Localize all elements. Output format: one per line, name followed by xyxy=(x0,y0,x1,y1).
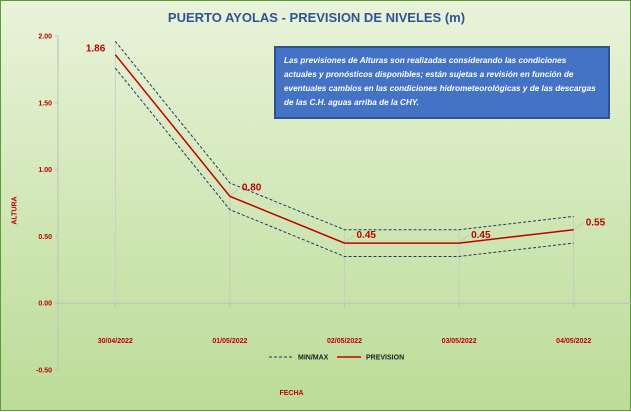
x-tick-label: 01/05/2022 xyxy=(212,338,247,345)
y-tick-label: 0.50 xyxy=(38,234,52,241)
data-label-leader xyxy=(574,222,584,230)
y-tick-label: 0.00 xyxy=(38,301,52,308)
legend-label-min-max: MIN/MAX xyxy=(298,355,329,362)
prevision-series-line-0 xyxy=(114,54,574,244)
x-tick-label: 03/05/2022 xyxy=(442,338,477,345)
y-tick-label: -0.50 xyxy=(36,368,52,375)
data-label: 1.86 xyxy=(86,44,106,55)
x-tick-label: 02/05/2022 xyxy=(327,338,362,345)
data-label-leader xyxy=(459,234,470,243)
data-label: 0.45 xyxy=(357,230,377,241)
min-max-series-line-1 xyxy=(114,41,574,231)
data-label: 0.55 xyxy=(586,218,606,229)
data-label-leader xyxy=(230,187,241,196)
forecast-note: Las previsiones de Alturas son realizada… xyxy=(274,46,610,119)
x-tick-label: 30/04/2022 xyxy=(98,338,133,345)
data-label: 0.80 xyxy=(242,182,262,193)
min-max-series-line-2 xyxy=(114,67,574,257)
x-axis-label: FECHA xyxy=(279,390,304,397)
x-tick-label: 04/05/2022 xyxy=(556,338,591,345)
y-tick-label: 1.00 xyxy=(38,167,52,174)
data-label-leader xyxy=(345,234,355,243)
data-label: 0.45 xyxy=(471,230,491,241)
chart-title: PUERTO AYOLAS - PREVISION DE NIVELES (m) xyxy=(167,10,466,25)
legend-label-prevision: PREVISION xyxy=(366,355,404,362)
y-tick-label: 1.50 xyxy=(38,100,52,107)
y-tick-label: 2.00 xyxy=(38,34,52,41)
